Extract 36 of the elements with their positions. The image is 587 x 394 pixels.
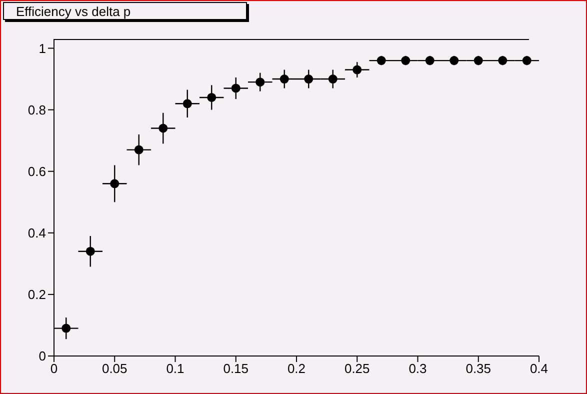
x-tick-label: 0.2 [287, 361, 306, 376]
point [231, 84, 240, 93]
point [207, 92, 216, 102]
x-tick-label: 0.3 [408, 361, 427, 376]
point [498, 56, 508, 66]
x-tick-label: 0.05 [102, 361, 128, 376]
point [450, 56, 459, 66]
y-tick-label: 0 [38, 348, 46, 364]
y-tick-label: 0.2 [28, 287, 46, 302]
point [304, 74, 314, 84]
point [522, 56, 532, 66]
y-tick-label: 1 [38, 40, 46, 56]
x-tick-label: 0.15 [223, 361, 249, 376]
point [182, 99, 192, 108]
y-tick-label: 0.4 [28, 226, 46, 241]
x-tick-label: 0.25 [344, 361, 370, 376]
x-tick-label: 0 [50, 361, 58, 376]
x-tick-label: 0.35 [466, 361, 492, 376]
y-tick-label: 0.6 [28, 164, 46, 179]
point [62, 324, 71, 333]
point [352, 65, 362, 74]
y-tick-label: 0.8 [28, 102, 46, 118]
point [474, 56, 483, 66]
point [425, 56, 434, 66]
point [110, 179, 120, 188]
point [134, 145, 144, 154]
chart-title: Efficiency vs delta p [3, 2, 247, 20]
point [86, 246, 95, 256]
x-tick-label: 0.1 [166, 361, 184, 376]
point [158, 124, 168, 133]
point [328, 74, 338, 84]
point [280, 74, 289, 84]
x-tick-label: 0.4 [530, 361, 548, 376]
point [256, 78, 265, 87]
point [401, 56, 410, 66]
point [376, 56, 386, 66]
